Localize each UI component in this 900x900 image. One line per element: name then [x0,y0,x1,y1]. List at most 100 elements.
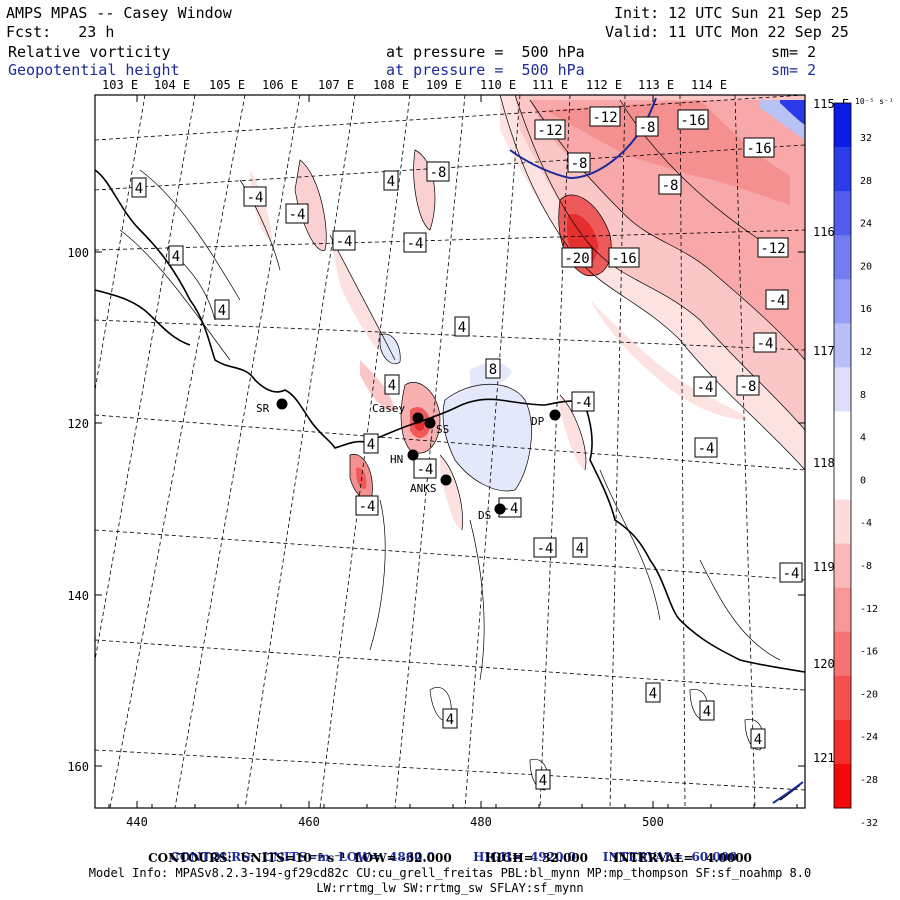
colorbar-bin [834,147,851,192]
contour-label: 4 [214,299,230,320]
contour-label: -8 [635,116,659,137]
valid-time: Valid: 11 UTC Mon 22 Sep 25 [605,23,849,41]
x-axis: 440 460 480 500 [108,95,798,829]
footer-model-info: Model Info: MPASv8.2.3-194-gf29cd82c CU:… [88,866,812,880]
svg-text:-8: -8 [740,379,757,395]
contour-label: -8 [567,152,591,173]
svg-text:-4: -4 [417,462,434,478]
pos-vorticity-main [443,384,532,491]
svg-text:4: 4 [754,732,762,748]
svg-text:4: 4 [172,249,180,265]
svg-text:-4: -4 [757,336,774,352]
colorbar: 32 28 24 20 16 12 8 4 0 -4 -8 -12 -16 -20 -24 -28 -32 10⁻… [833,97,894,829]
svg-text:SR: SR [256,402,270,415]
footer-line-2: CONTOURS: UNITS=10⁻⁵ s⁻¹ LOW= -32.000 HI… [148,851,752,865]
svg-text:Casey: Casey [372,402,405,415]
contour-label: 8 [485,358,501,379]
init-time: Init: 12 UTC Sun 21 Sep 25 [614,4,849,22]
plot-frame [94,94,806,809]
field2-pressure: at pressure = 500 hPa [386,61,585,79]
contour-label: 4 [442,708,458,729]
contour-label: -4 [693,376,717,397]
colorbar-label: 28 [860,176,872,187]
vorticity-contours [119,95,805,791]
svg-text:-12: -12 [760,241,785,257]
contour-label: -12 [589,106,621,127]
svg-text:-16: -16 [680,113,705,129]
contour-label: 4 [383,170,399,191]
colorbar-bin [834,499,851,545]
station-anks: ANKS [410,474,452,495]
colorbar-label: 0 [860,475,866,486]
contour-label: 4 [572,537,588,558]
contour-labels: -12 -12 -8 -16 -16 -8 -8 -8 4 4 -4 -4 -4 -4 -20 -16 -12 4… [131,106,803,790]
station-casey: Casey [372,402,424,424]
svg-text:-12: -12 [592,110,617,126]
svg-text:-4: -4 [247,190,264,206]
svg-text:4: 4 [576,541,584,557]
field2-name: Geopotential height [8,61,180,79]
svg-text:-4: -4 [575,395,592,411]
footer-model-info-2: LW:rrtmg_lw SW:rrtmg_sw SFLAY:sf_mynn [316,881,584,895]
station-dp: DP [531,409,561,428]
contour-label: 4 [699,700,715,721]
colorbar-bin [834,103,851,148]
y-tick-label: 100 [67,246,89,260]
contour-label: -12 [534,119,566,140]
contour-label: 4 [645,682,661,703]
colorbar-label: -16 [860,647,878,658]
colorbar-label: 32 [860,133,872,144]
contour-label: -4 [571,391,595,412]
contour-label: -20 [561,247,593,268]
neg-south-streak [440,455,463,530]
contour-label: -4 [355,495,379,516]
footer-line-1: CONTOURS: UNITS=m LOW= 4860.0 HIGH= 4920… [0,836,900,864]
svg-text:SS: SS [436,423,449,436]
svg-text:4: 4 [539,773,547,789]
footer-height-high: HIGH= 4920.0 [473,850,576,864]
colorbar-bin [834,323,851,368]
pos-vorticity-cone [380,334,401,364]
svg-text:-4: -4 [502,501,519,517]
colorbar-bin [834,719,851,765]
top-lon-label: 109 E [426,78,462,92]
svg-text:4: 4 [387,174,395,190]
colorbar-bin [834,543,851,589]
colorbar-bin [834,191,851,236]
contour-label: -4 [765,289,789,310]
svg-text:-20: -20 [564,251,589,267]
colorbar-label: 8 [860,390,866,401]
header-title: AMPS MPAS -- Casey Window [6,4,232,22]
svg-text:-16: -16 [746,141,771,157]
top-lon-label: 104 E [154,78,190,92]
top-lon-label: 106 E [262,78,298,92]
top-lon-label: 108 E [373,78,409,92]
colorbar-label: -20 [860,689,878,700]
top-longitude-labels: 103 E 104 E 105 E 106 E 107 E 108 E 109 E 110 E… [102,78,727,92]
colorbar-bin [834,455,851,501]
contour-label: 4 [535,769,551,790]
svg-text:4: 4 [367,437,375,453]
contour-label: -16 [677,109,709,130]
colorbar-label: 12 [860,347,872,358]
field1-pressure: at pressure = 500 hPa [386,43,585,61]
colorbar-bin [834,411,851,456]
forecast-hour: Fcst: 23 h [6,23,115,41]
y-tick-label: 120 [67,417,89,431]
footer-height-units: CONTOURS: UNITS=m LOW= 4860.0 [170,850,435,864]
contour-label: -4 [332,230,356,251]
svg-text:-4: -4 [289,207,306,223]
svg-text:-4: -4 [537,541,554,557]
field1-name: Relative vorticity [8,43,171,61]
contour-label: -12 [757,237,789,258]
contour-label: -4 [533,537,557,558]
stations: SR Casey SS HN ANKS DS DP [256,398,561,522]
svg-text:4: 4 [388,378,396,394]
footer-height-interval: INTERVAL= 60.000 [602,850,738,864]
svg-text:-8: -8 [639,120,656,136]
svg-text:DS: DS [478,509,491,522]
contour-label: 4 [750,728,766,749]
top-lon-label: 110 E [480,78,516,92]
contour-label: -4 [753,332,777,353]
colorbar-label: -8 [860,561,872,572]
